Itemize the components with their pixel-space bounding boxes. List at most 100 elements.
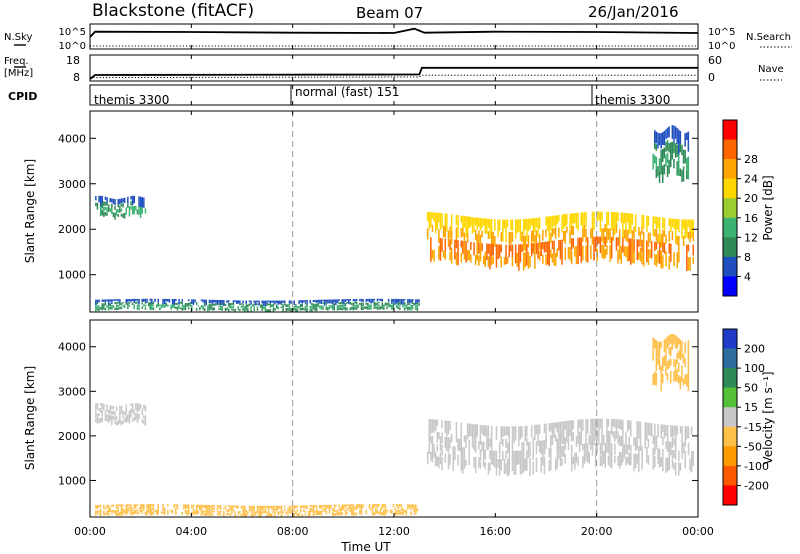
velocity-echo-0 — [197, 510, 199, 514]
power-echo-0 — [383, 304, 385, 308]
power-echo-2 — [577, 212, 579, 231]
power-echo-0 — [253, 306, 255, 309]
velocity-echo-0 — [314, 505, 316, 508]
power-echo-3 — [671, 141, 674, 160]
power-echo-0 — [165, 298, 167, 302]
power-echo-2 — [468, 250, 470, 260]
velocity-echo-0 — [309, 513, 311, 516]
colorbar-tick-label: 20 — [744, 192, 758, 205]
velocity-echo-0 — [335, 510, 337, 512]
power-echo-2 — [569, 246, 571, 261]
velocity-echo-0 — [128, 504, 131, 506]
velocity-echo-0 — [327, 504, 329, 509]
velocity-echo-2 — [676, 425, 678, 436]
power-echo-2 — [578, 237, 581, 257]
velocity-echo-1 — [127, 414, 129, 423]
velocity-echo-1 — [130, 413, 132, 418]
power-echo-0 — [312, 299, 315, 303]
velocity-echo-0 — [295, 505, 297, 509]
velocity-echo-2 — [596, 443, 598, 453]
power-echo-2 — [585, 245, 587, 262]
power-echo-2 — [490, 219, 493, 232]
power-echo-3 — [660, 149, 662, 167]
power-echo-0 — [351, 306, 353, 310]
power-echo-2 — [438, 212, 440, 223]
velocity-echo-2 — [479, 437, 482, 445]
velocity-echo-0 — [224, 505, 227, 509]
power-echo-2 — [521, 244, 523, 253]
power-echo-0 — [277, 300, 279, 305]
velocity-echo-2 — [601, 418, 603, 445]
colorbar-swatch — [723, 465, 737, 486]
power-echo-0 — [144, 307, 147, 310]
power-echo-0 — [282, 300, 284, 303]
velocity-echo-2 — [484, 462, 486, 470]
power-echo-2 — [689, 232, 691, 243]
velocity-echo-0 — [123, 509, 126, 513]
power-echo-0 — [392, 306, 395, 310]
power-echo-0 — [304, 303, 307, 305]
velocity-echo-1 — [120, 420, 123, 426]
velocity-echo-0 — [403, 509, 406, 513]
velocity-echo-0 — [120, 510, 123, 516]
power-echo-2 — [570, 213, 573, 226]
power-echo-3 — [673, 125, 675, 144]
velocity-echo-0 — [119, 511, 121, 516]
power-echo-2 — [625, 213, 627, 230]
power-echo-2 — [668, 243, 670, 254]
power-echo-3 — [686, 170, 688, 180]
velocity-ylabel: Slant Range [km] — [23, 366, 37, 470]
velocity-echo-3 — [674, 359, 677, 381]
velocity-echo-0 — [269, 513, 271, 518]
power-echo-0 — [266, 300, 268, 304]
power-echo-0 — [219, 305, 222, 311]
velocity-echo-0 — [381, 506, 383, 510]
velocity-echo-0 — [202, 513, 204, 515]
velocity-echo-0 — [111, 512, 113, 515]
velocity-echo-2 — [490, 425, 493, 452]
velocity-echo-0 — [354, 507, 356, 510]
velocity-echo-0 — [402, 508, 404, 512]
velocity-echo-2 — [558, 446, 560, 460]
velocity-echo-0 — [301, 505, 303, 508]
velocity-echo-2 — [436, 431, 438, 443]
velocity-echo-0 — [127, 508, 129, 512]
power-echo-0 — [194, 299, 196, 303]
power-echo-2 — [591, 228, 594, 245]
velocity-echo-2 — [481, 425, 483, 434]
power-echo-0 — [111, 305, 113, 310]
velocity-echo-0 — [344, 510, 347, 513]
power-echo-3 — [665, 154, 667, 167]
velocity-echo-0 — [392, 504, 395, 508]
velocity-echo-0 — [251, 513, 254, 517]
power-echo-3 — [657, 166, 659, 177]
power-echo-2 — [524, 252, 526, 268]
velocity-echo-2 — [430, 435, 432, 444]
power-echo-0 — [258, 300, 260, 306]
velocity-echo-2 — [657, 423, 659, 438]
velocity-echo-2 — [607, 431, 610, 445]
power-echo-0 — [226, 307, 228, 311]
power-echo-2 — [599, 211, 602, 232]
velocity-echo-0 — [371, 504, 374, 509]
power-echo-2 — [650, 241, 653, 259]
power-echo-0 — [96, 299, 99, 303]
power-echo-2 — [455, 227, 458, 241]
velocity-echo-2 — [666, 425, 669, 442]
velocity-echo-0 — [352, 504, 355, 510]
power-echo-0 — [338, 305, 340, 308]
power-echo-2 — [444, 238, 446, 252]
velocity-echo-0 — [149, 504, 151, 510]
velocity-echo-0 — [197, 504, 199, 508]
velocity-echo-0 — [400, 511, 403, 515]
power-echo-2 — [574, 213, 576, 224]
power-echo-0 — [266, 303, 268, 306]
power-echo-2 — [466, 249, 469, 261]
power-echo-3 — [687, 131, 690, 152]
power-echo-0 — [269, 303, 271, 307]
power-echo-0 — [253, 300, 255, 303]
power-echo-2 — [654, 229, 656, 237]
power-echo-0 — [378, 301, 380, 304]
velocity-echo-0 — [389, 509, 391, 513]
power-echo-0 — [256, 303, 259, 305]
